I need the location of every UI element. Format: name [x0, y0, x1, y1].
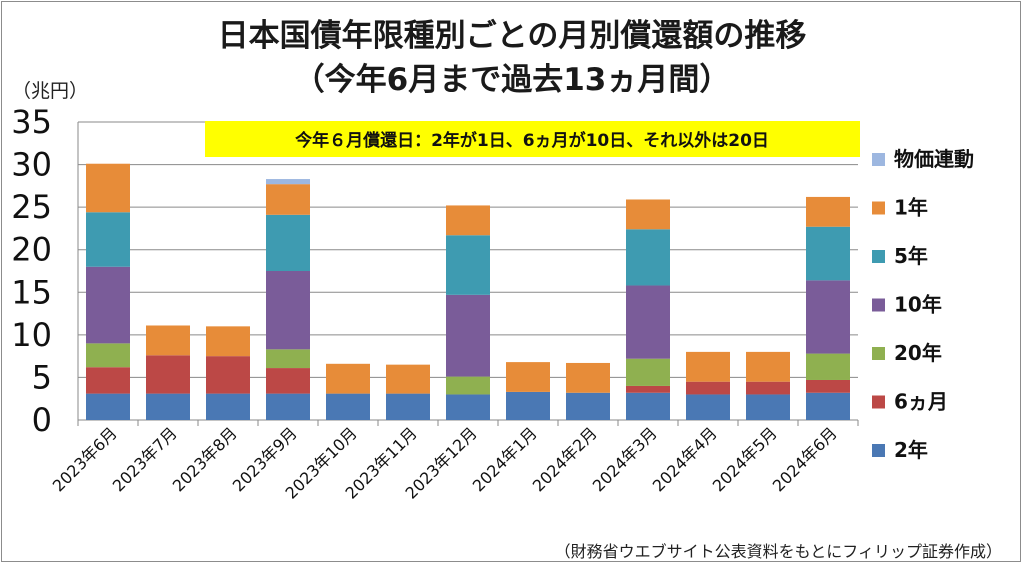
bar-segment-10年-2023年6月: [86, 266, 130, 344]
bar-segment-1年-2024年6月: [806, 196, 850, 227]
bar-segment-2年-2024年5月: [746, 394, 790, 420]
legend-label: 物価連動: [894, 147, 974, 171]
bar-segment-1年-2024年5月: [746, 351, 790, 382]
bar-segment-1年-2024年3月: [626, 199, 670, 230]
bar-segment-2年-2023年12月: [446, 394, 490, 420]
y-tick-label: 15: [11, 273, 52, 311]
bar-segment-1年-2023年7月: [146, 325, 190, 356]
legend-swatch: [872, 298, 885, 312]
bar-segment-1年-2023年11月: [386, 364, 430, 394]
bar-segment-6ヵ月-2023年7月: [146, 355, 190, 394]
bar-segment-5年-2023年9月: [266, 214, 310, 271]
legend-label: 6ヵ月: [894, 390, 948, 414]
bar-segment-1年-2023年9月: [266, 184, 310, 215]
legend-swatch: [872, 395, 885, 409]
legend-label: 1年: [894, 196, 928, 220]
bar-segment-物価連動-2023年9月: [266, 179, 310, 185]
y-tick-label: 25: [11, 188, 52, 226]
y-tick-label: 30: [11, 146, 52, 184]
bar-segment-2年-2024年1月: [506, 391, 550, 420]
bar-segment-5年-2023年12月: [446, 235, 490, 295]
y-tick-label: 5: [32, 358, 52, 396]
bar-segment-5年-2023年6月: [86, 212, 130, 267]
bar-segment-2年-2023年8月: [206, 393, 250, 420]
legend-swatch: [872, 444, 885, 457]
legend-label: 10年: [894, 293, 942, 317]
bar-segment-6ヵ月-2023年8月: [206, 356, 250, 394]
legend-swatch: [872, 201, 885, 215]
bar-segment-2年-2023年11月: [386, 393, 430, 420]
legend-label: 2年: [894, 438, 928, 462]
bar-segment-20年-2023年9月: [266, 349, 310, 369]
legend-swatch: [872, 250, 885, 263]
bar-segment-5年-2024年6月: [806, 226, 850, 281]
bar-segment-10年-2024年6月: [806, 280, 850, 354]
y-axis-unit-label: （兆円）: [12, 80, 89, 102]
bar-segment-6ヵ月-2024年6月: [806, 379, 850, 393]
bar-segment-2年-2024年6月: [806, 392, 850, 420]
legend-swatch: [872, 153, 885, 166]
bar-segment-6ヵ月-2024年5月: [746, 381, 790, 395]
bar-segment-1年-2023年12月: [446, 205, 490, 236]
x-tick-label: 2024年6月: [769, 423, 841, 495]
bar-segment-2年-2023年10月: [326, 393, 370, 420]
legend-label: 20年: [894, 341, 942, 365]
chart-subtitle: （今年6月まで過去13ヵ月間）: [293, 62, 731, 98]
bar-segment-1年-2023年10月: [326, 363, 370, 394]
bar-segment-2年-2024年4月: [686, 394, 730, 420]
bar-segment-2年-2024年3月: [626, 392, 670, 420]
bar-segment-5年-2024年3月: [626, 229, 670, 286]
bar-segment-10年-2024年3月: [626, 285, 670, 359]
bar-segment-1年-2023年6月: [86, 163, 130, 213]
bar-segment-6ヵ月-2024年3月: [626, 385, 670, 393]
bar-segment-10年-2023年12月: [446, 294, 490, 377]
bar-segment-10年-2023年9月: [266, 271, 310, 350]
bar-segment-20年-2023年6月: [86, 343, 130, 368]
bar-segment-6ヵ月-2023年9月: [266, 368, 310, 394]
bar-segment-20年-2023年12月: [446, 376, 490, 395]
chart-title: 日本国債年限種別ごとの月別償還額の推移: [217, 18, 807, 54]
bar-segment-2年-2023年7月: [146, 393, 190, 420]
bar-segment-2年-2023年6月: [86, 393, 130, 420]
bar-segment-6ヵ月-2023年6月: [86, 367, 130, 394]
bar-segment-6ヵ月-2024年4月: [686, 381, 730, 395]
y-tick-label: 10: [11, 316, 52, 354]
bar-segment-1年-2024年2月: [566, 362, 610, 393]
bar-segment-20年-2024年6月: [806, 353, 850, 380]
legend-swatch: [872, 347, 885, 360]
annotation-box: [205, 121, 860, 157]
bar-segment-1年-2024年4月: [686, 351, 730, 382]
annotation-text: 今年６月償還日：2年が1日、6ヵ月が10日、それ以外は20日: [295, 130, 769, 151]
bar-segment-1年-2023年8月: [206, 326, 250, 357]
bar-segment-2年-2024年2月: [566, 392, 610, 420]
bar-segment-2年-2023年9月: [266, 393, 310, 420]
y-tick-label: 35: [11, 103, 52, 141]
legend-label: 5年: [894, 244, 928, 268]
y-tick-label: 20: [11, 231, 52, 269]
bar-segment-1年-2024年1月: [506, 362, 550, 392]
bar-segment-20年-2024年3月: [626, 358, 670, 386]
y-tick-label: 0: [32, 401, 52, 439]
source-note: （財務省ウエブサイト公表資料をもとにフィリップ証券作成）: [554, 542, 1002, 561]
